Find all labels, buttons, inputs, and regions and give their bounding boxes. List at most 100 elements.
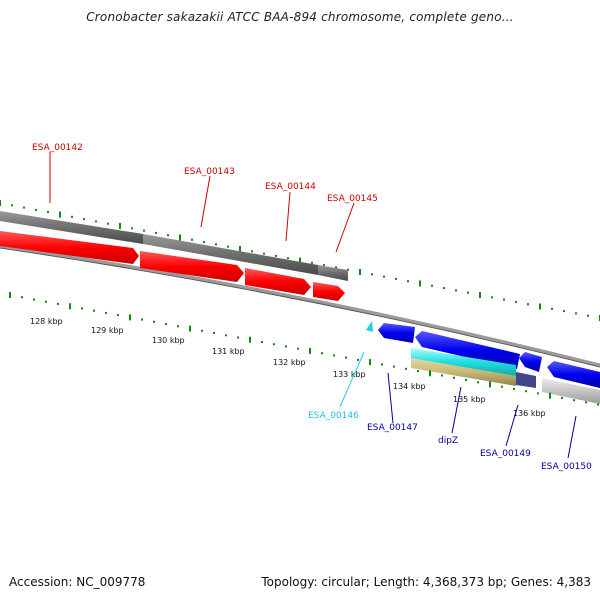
major-tick xyxy=(9,292,11,298)
scale-label: 135 kbp xyxy=(453,395,486,404)
minor-tick xyxy=(527,303,529,306)
minor-tick xyxy=(597,403,599,406)
accession-text: Accession: NC_009778 xyxy=(9,575,146,589)
scale-label: 134 kbp xyxy=(393,382,426,391)
minor-tick xyxy=(443,287,445,290)
gene-label-esa-00150[interactable]: ESA_00150 xyxy=(541,462,592,472)
minor-tick xyxy=(57,302,59,305)
gene-label-esa-00143[interactable]: ESA_00143 xyxy=(184,167,235,177)
minor-tick xyxy=(251,250,253,253)
major-tick xyxy=(69,303,71,310)
gene-label-esa-00149[interactable]: ESA_00149 xyxy=(480,449,531,459)
minor-tick xyxy=(405,367,407,370)
minor-tick xyxy=(417,370,419,373)
minor-tick xyxy=(117,314,119,317)
minor-tick xyxy=(297,347,299,350)
minor-tick xyxy=(275,254,277,257)
minor-tick xyxy=(383,275,385,278)
genome-backbone xyxy=(0,244,600,368)
scale-label: 128 kbp xyxy=(30,317,63,326)
scale-labels: 128 kbp 129 kbp 130 kbp 131 kbp 132 kbp … xyxy=(30,317,546,418)
minor-tick xyxy=(311,261,313,264)
minor-tick xyxy=(21,296,23,299)
minor-tick xyxy=(515,300,517,303)
minor-tick xyxy=(431,284,433,287)
minor-tick xyxy=(285,345,287,348)
major-tick xyxy=(239,246,241,252)
minor-tick xyxy=(71,215,73,218)
gene-label-esa-00147[interactable]: ESA_00147 xyxy=(367,423,418,433)
minor-tick xyxy=(455,289,457,292)
minor-tick xyxy=(585,401,587,404)
gene-arrow-dipz[interactable] xyxy=(415,331,520,369)
gene-arrow-esa-00150[interactable] xyxy=(547,361,600,388)
gene-arrow-esa-00147[interactable] xyxy=(378,323,415,343)
minor-tick xyxy=(573,399,575,402)
gene-label-esa-00144[interactable]: ESA_00144 xyxy=(265,182,316,192)
minor-tick xyxy=(335,266,337,269)
major-tick xyxy=(429,370,431,377)
minor-tick xyxy=(215,243,217,246)
minor-tick xyxy=(503,298,505,301)
minor-tick xyxy=(177,325,179,328)
scale-label: 132 kbp xyxy=(273,358,306,367)
gene-label-esa-00145[interactable]: ESA_00145 xyxy=(327,194,378,204)
major-tick xyxy=(419,280,421,287)
minor-tick xyxy=(465,379,467,381)
minor-tick xyxy=(263,252,265,255)
minor-tick xyxy=(45,300,47,303)
tick-row-top xyxy=(0,200,600,321)
minor-tick xyxy=(525,390,527,393)
olive-feature-band[interactable] xyxy=(411,358,516,386)
minor-tick xyxy=(33,298,35,301)
minor-tick xyxy=(105,311,107,314)
minor-tick xyxy=(35,208,37,211)
minor-tick xyxy=(513,388,515,390)
minor-tick xyxy=(537,392,539,395)
bottom-gene-labels: ESA_00146 ESA_00147 dipZ ESA_00149 ESA_0… xyxy=(308,351,592,472)
major-tick xyxy=(179,234,181,241)
gene-arrow-esa-00144[interactable] xyxy=(245,268,311,295)
minor-tick xyxy=(371,273,373,276)
gene-arrow-esa-00142[interactable] xyxy=(0,231,139,264)
gene-arrow-esa-00143[interactable] xyxy=(140,251,244,282)
minor-tick xyxy=(347,268,349,271)
minor-tick xyxy=(203,241,205,244)
minor-tick xyxy=(407,280,409,283)
minor-tick xyxy=(141,318,143,321)
major-tick xyxy=(249,336,251,343)
minor-tick xyxy=(191,238,193,241)
gene-arrow-esa-00146-marker[interactable] xyxy=(366,321,373,332)
major-tick xyxy=(0,200,1,206)
major-tick xyxy=(299,257,301,264)
gene-arrow-esa-00145[interactable] xyxy=(313,282,345,301)
major-tick xyxy=(369,359,371,366)
minor-tick xyxy=(501,385,503,388)
gene-label-esa-00142[interactable]: ESA_00142 xyxy=(32,143,83,153)
minor-tick xyxy=(165,323,167,326)
minor-tick xyxy=(201,329,203,332)
cyan-feature-band[interactable] xyxy=(411,348,516,376)
minor-tick xyxy=(345,356,347,359)
minor-tick xyxy=(47,211,49,214)
gene-arrow-esa-00149[interactable] xyxy=(519,352,542,372)
minor-tick xyxy=(575,312,577,315)
minor-tick xyxy=(287,257,289,260)
minor-tick xyxy=(227,245,229,248)
dark-blue-feature-block[interactable] xyxy=(516,372,536,388)
genome-summary-text: Topology: circular; Length: 4,368,373 bp… xyxy=(261,575,591,589)
light-gray-feature-band[interactable] xyxy=(542,378,600,404)
minor-tick xyxy=(551,307,553,310)
minor-tick xyxy=(561,396,563,399)
gene-label-esa-00146[interactable]: ESA_00146 xyxy=(308,411,359,421)
minor-tick xyxy=(93,309,95,312)
minor-tick xyxy=(167,234,169,237)
minor-tick xyxy=(587,314,589,317)
minor-tick xyxy=(83,218,85,221)
minor-tick xyxy=(477,381,479,384)
feature-bands xyxy=(411,348,600,404)
major-tick xyxy=(539,303,541,310)
gene-label-dipz[interactable]: dipZ xyxy=(438,436,458,446)
bottom-strand-genes xyxy=(366,321,600,388)
